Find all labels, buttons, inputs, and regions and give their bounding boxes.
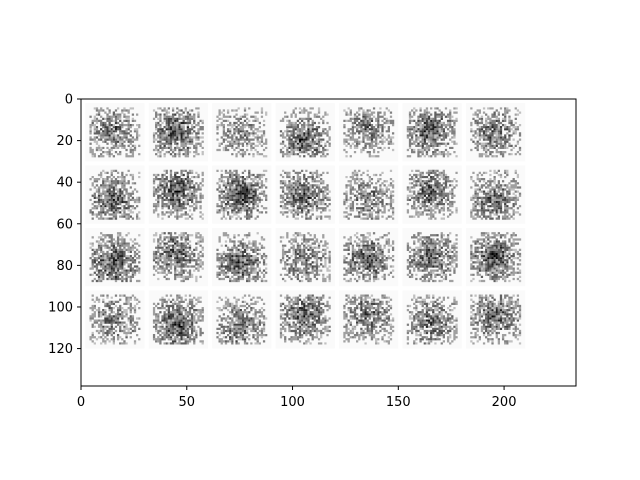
y-tick-label: 20 [56, 134, 73, 149]
tile-1-2 [212, 165, 272, 224]
tile-0-1 [148, 103, 208, 162]
tile-3-6 [466, 290, 526, 349]
tile-2-2 [212, 227, 272, 287]
tile-2-3 [275, 227, 335, 287]
tile-2-5 [402, 227, 462, 287]
tile-0-2 [212, 103, 272, 162]
tile-2-1 [148, 227, 208, 287]
tile-0-5 [402, 103, 462, 162]
y-tick-label: 80 [56, 259, 73, 274]
y-tick-label: 100 [48, 300, 73, 315]
y-tick-label: 120 [48, 342, 73, 357]
tile-1-5 [402, 165, 462, 224]
x-axis: 0 50 100 150 200 [77, 386, 517, 410]
y-tick-label: 40 [56, 176, 73, 191]
tile-3-0 [85, 290, 145, 349]
tile-1-0 [85, 165, 145, 224]
tile-3-1 [148, 290, 208, 349]
tile-3-4 [339, 290, 399, 349]
tile-grid [85, 103, 526, 349]
tile-2-4 [339, 227, 399, 287]
tile-0-4 [339, 103, 399, 162]
axes-frame [80, 98, 577, 387]
x-tick-label: 200 [492, 395, 517, 410]
tile-1-4 [339, 165, 399, 224]
x-tick-label: 150 [386, 395, 411, 410]
x-tick-label: 100 [280, 395, 305, 410]
tile-3-3 [275, 290, 335, 349]
y-tick-label: 60 [56, 217, 73, 232]
tile-3-2 [212, 290, 272, 349]
tile-0-0 [85, 103, 145, 162]
tile-1-3 [275, 165, 335, 224]
tile-2-0 [85, 227, 145, 287]
x-tick-label: 0 [77, 395, 85, 410]
tile-0-3 [275, 103, 335, 162]
y-tick-label: 0 [65, 93, 73, 108]
tile-1-1 [148, 165, 208, 224]
x-tick-label: 50 [178, 395, 195, 410]
tile-0-6 [466, 103, 526, 162]
tile-1-6 [466, 165, 526, 224]
y-axis: 0 20 40 60 80 100 120 [48, 93, 81, 357]
tile-2-6 [466, 227, 526, 287]
tile-3-5 [402, 290, 462, 349]
